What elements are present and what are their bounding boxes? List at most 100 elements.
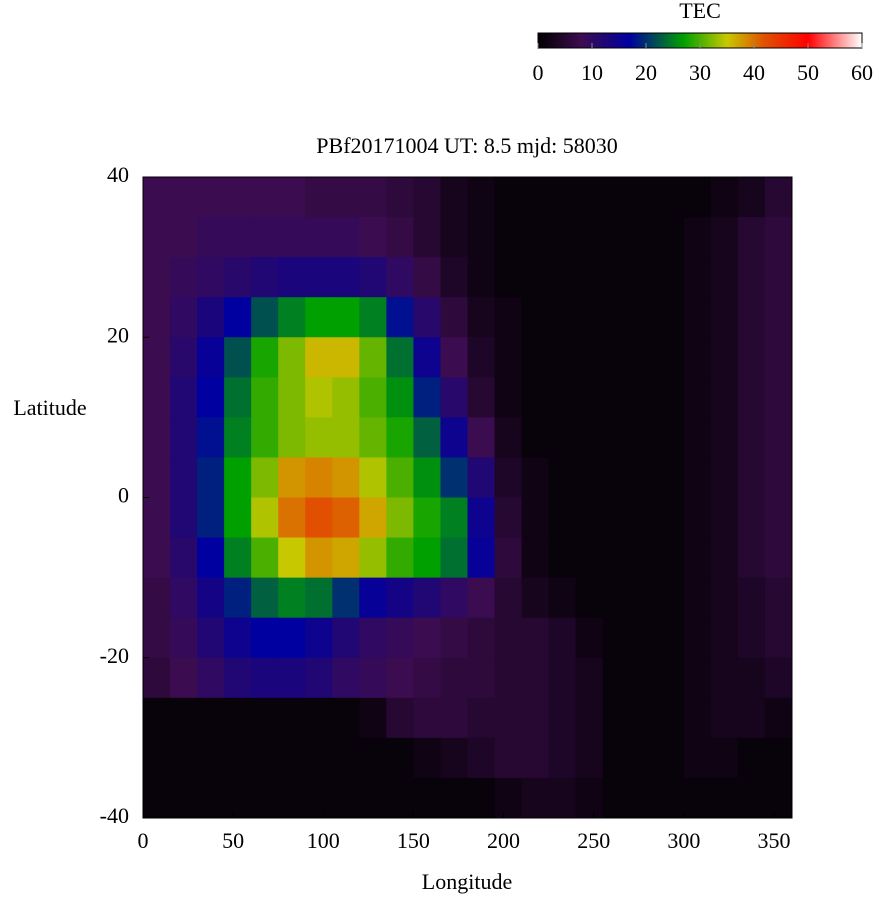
heatmap-cell bbox=[278, 737, 306, 779]
heatmap-cell bbox=[224, 217, 252, 258]
heatmap-cell bbox=[467, 337, 496, 378]
heatmap-cell bbox=[629, 577, 658, 619]
heatmap-cell bbox=[521, 377, 550, 418]
heatmap-cell bbox=[224, 697, 252, 739]
heatmap-cell bbox=[332, 537, 360, 579]
heatmap-cell bbox=[386, 577, 414, 619]
heatmap-cell bbox=[575, 177, 604, 218]
heatmap-cell bbox=[359, 777, 387, 819]
heatmap-cell bbox=[548, 537, 577, 579]
heatmap-cell bbox=[224, 497, 252, 539]
heatmap-cell bbox=[278, 617, 306, 659]
heatmap-cell bbox=[251, 297, 279, 338]
heatmap-cell bbox=[224, 577, 252, 619]
heatmap-cell bbox=[656, 697, 685, 739]
heatmap-cell bbox=[467, 737, 496, 779]
heatmap-cell bbox=[548, 297, 577, 338]
heatmap-cell bbox=[386, 617, 414, 659]
heatmap-cell bbox=[521, 217, 550, 258]
heatmap-cell bbox=[602, 337, 631, 378]
heatmap-cell bbox=[332, 297, 360, 338]
heatmap-cell bbox=[683, 457, 712, 498]
heatmap-cell bbox=[251, 617, 279, 659]
heatmap-cell bbox=[143, 337, 171, 378]
heatmap-cell bbox=[602, 657, 631, 699]
heatmap-cell bbox=[440, 777, 468, 819]
heatmap-cell bbox=[656, 377, 685, 418]
heatmap-cell bbox=[602, 417, 631, 458]
heatmap-cell bbox=[278, 417, 306, 458]
heatmap-cell bbox=[575, 337, 604, 378]
heatmap-cell bbox=[170, 257, 198, 298]
heatmap-cell bbox=[602, 177, 631, 218]
heatmap-cell bbox=[710, 697, 739, 739]
heatmap-cell bbox=[224, 537, 252, 579]
heatmap-cell bbox=[413, 417, 441, 458]
heatmap-cell bbox=[440, 297, 468, 338]
heatmap-cell bbox=[170, 417, 198, 458]
heatmap-cell bbox=[305, 457, 333, 498]
heatmap-cell bbox=[737, 537, 766, 579]
heatmap-cell bbox=[305, 617, 333, 659]
heatmap-cell bbox=[143, 457, 171, 498]
heatmap-cell bbox=[413, 777, 441, 819]
heatmap-cell bbox=[683, 417, 712, 458]
heatmap-cell bbox=[251, 217, 279, 258]
heatmap-cell bbox=[467, 377, 496, 418]
heatmap-cell bbox=[548, 217, 577, 258]
heatmap-cell bbox=[656, 497, 685, 539]
heatmap-cell bbox=[548, 777, 577, 819]
heatmap-cell bbox=[737, 417, 766, 458]
heatmap-cell bbox=[710, 177, 739, 218]
heatmap-cell bbox=[386, 377, 414, 418]
heatmap-cell bbox=[629, 337, 658, 378]
heatmap-cell bbox=[494, 697, 523, 739]
x-tick-label: 100 bbox=[307, 828, 340, 853]
heatmap-cell bbox=[305, 777, 333, 819]
heatmap-cell bbox=[494, 777, 523, 819]
heatmap-cell bbox=[629, 737, 658, 779]
heatmap-cell bbox=[143, 177, 171, 218]
heatmap-cell bbox=[332, 737, 360, 779]
heatmap-cell bbox=[278, 457, 306, 498]
heatmap-cell bbox=[251, 657, 279, 699]
heatmap-cell bbox=[332, 617, 360, 659]
heatmap-cell bbox=[494, 337, 523, 378]
heatmap-cell bbox=[251, 497, 279, 539]
y-tick-label: -40 bbox=[100, 803, 129, 828]
heatmap-cell bbox=[710, 737, 739, 779]
heatmap-cell bbox=[683, 177, 712, 218]
heatmap-cell bbox=[764, 617, 793, 659]
heatmap-cell bbox=[521, 657, 550, 699]
heatmap-cell bbox=[197, 177, 225, 218]
heatmap-cell bbox=[440, 217, 468, 258]
heatmap-cell bbox=[764, 457, 793, 498]
x-tick-label: 150 bbox=[397, 828, 430, 853]
heatmap-cell bbox=[521, 777, 550, 819]
heatmap-cell bbox=[332, 377, 360, 418]
heatmap-cell bbox=[710, 417, 739, 458]
heatmap-cell bbox=[602, 497, 631, 539]
heatmap-cell bbox=[170, 577, 198, 619]
heatmap-cell bbox=[683, 337, 712, 378]
heatmap-cell bbox=[251, 457, 279, 498]
heatmap-cell bbox=[332, 497, 360, 539]
heatmap-cell bbox=[305, 217, 333, 258]
heatmap-cell bbox=[440, 177, 468, 218]
heatmap-cell bbox=[629, 457, 658, 498]
y-tick-label: 40 bbox=[107, 162, 129, 187]
heatmap-cell bbox=[764, 257, 793, 298]
heatmap-cell bbox=[467, 297, 496, 338]
heatmap-cell bbox=[710, 777, 739, 819]
heatmap-cell bbox=[143, 377, 171, 418]
heatmap-cell bbox=[278, 337, 306, 378]
heatmap-cell bbox=[413, 177, 441, 218]
colorbar-title: TEC bbox=[679, 0, 721, 23]
heatmap-cell bbox=[467, 497, 496, 539]
heatmap-cell bbox=[764, 337, 793, 378]
heatmap-cell bbox=[602, 737, 631, 779]
heatmap-cell bbox=[575, 577, 604, 619]
heatmap-cell bbox=[332, 337, 360, 378]
heatmap-cell bbox=[440, 457, 468, 498]
